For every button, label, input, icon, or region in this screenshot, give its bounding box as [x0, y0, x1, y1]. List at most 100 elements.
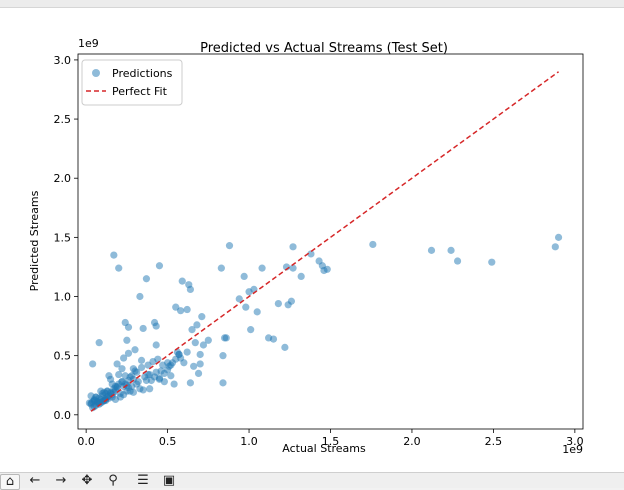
scatter-point: [106, 375, 115, 383]
scatter-point: [204, 336, 212, 344]
scatter-point: [196, 360, 204, 368]
scatter-point: [139, 324, 147, 333]
scatter-point: [113, 360, 121, 368]
scatter-point: [126, 387, 134, 395]
chart-marks: [85, 71, 563, 412]
scatter-point: [87, 392, 95, 400]
scatter-point: [146, 370, 154, 379]
legend-label-predictions: Predictions: [112, 67, 173, 80]
magnifier-icon: ⚲: [108, 473, 118, 488]
scatter-point: [188, 326, 196, 334]
scatter-point: [118, 365, 126, 373]
scatter-point: [447, 246, 455, 254]
scatter-point: [274, 300, 282, 308]
zoom-button[interactable]: ⚲: [104, 474, 122, 488]
scatter-point: [111, 382, 120, 391]
x-tick-label: 1.0: [240, 435, 258, 448]
legend-label-perfect-fit: Perfect Fit: [112, 85, 168, 98]
scatter-point: [146, 385, 154, 393]
x-tick-label: 0.5: [159, 435, 177, 448]
chart-axes: 0.0 0.5 1.0 1.5 2.0 2.5 3.0 0.0 0.5 1.0 1.5 2.0 2.5 3…: [54, 54, 584, 448]
window-top-bar: [0, 0, 624, 8]
arrow-left-icon: ←: [29, 473, 41, 488]
scatter-point: [137, 356, 146, 364]
x-tick-label: 1.5: [322, 435, 340, 448]
scatter-point: [183, 305, 191, 314]
scatter-point: [121, 372, 129, 380]
legend: Predictions Perfect Fit: [81, 59, 183, 106]
scatter-point: [297, 272, 305, 280]
x-tick-label: 0.0: [77, 435, 95, 448]
scatter-point: [264, 334, 273, 342]
scatter-point: [219, 379, 227, 387]
x-axis-label: Actual Streams: [282, 442, 366, 455]
navigation-toolbar: ⌂ ← → ✥ ⚲ ☰ ▣: [0, 472, 624, 490]
perfect-fit-line: [90, 71, 560, 412]
scatter-point: [124, 349, 133, 357]
scatter-point: [315, 257, 323, 265]
scatter-point: [123, 336, 131, 344]
scatter-point: [137, 363, 146, 372]
scatter-point: [554, 233, 563, 241]
scatter-point: [167, 372, 175, 380]
sliders-icon: ☰: [137, 473, 149, 488]
scatter-point: [199, 341, 208, 349]
scatter-point: [253, 308, 261, 316]
figure-canvas: 0.0 0.5 1.0 1.5 2.0 2.5 3.0 0.0 0.5 1.0 1.5 2.0 2.5 3…: [0, 8, 624, 472]
y-axis-label: Predicted Streams: [28, 190, 41, 291]
scatter-point: [150, 318, 159, 327]
configure-subplots-button[interactable]: ☰: [134, 474, 152, 488]
scatter-point: [136, 292, 144, 301]
scatter-point: [235, 295, 243, 303]
scatter-point: [196, 350, 204, 359]
scatter-point: [159, 361, 167, 369]
scatter-point: [95, 339, 103, 347]
scatter-point: [453, 257, 462, 265]
scatter-point: [155, 262, 164, 270]
scatter-point: [186, 379, 195, 387]
forward-button[interactable]: →: [52, 474, 70, 488]
scatter-point: [281, 343, 289, 351]
scatter-point: [89, 360, 97, 368]
scatter-point: [217, 264, 225, 272]
y-tick-label: 1.5: [54, 231, 72, 244]
scatter-point: [144, 361, 152, 369]
scatter-point: [115, 264, 123, 272]
legend-box: [81, 59, 183, 106]
scatter-point: [307, 250, 315, 258]
x-tick-label: 2.0: [403, 435, 421, 448]
scatter-point: [190, 362, 198, 370]
scatter-point: [245, 288, 253, 296]
scatter-point: [289, 243, 297, 251]
y-tick-label: 3.0: [54, 54, 72, 67]
y-tick-label: 0.0: [54, 409, 72, 422]
y-tick-label: 0.5: [54, 350, 72, 363]
pan-button[interactable]: ✥: [78, 474, 96, 488]
scatter-point: [185, 281, 193, 289]
scatter-point: [258, 264, 266, 272]
back-button[interactable]: ←: [26, 474, 44, 488]
scatter-point: [247, 326, 255, 334]
scatter-chart: 0.0 0.5 1.0 1.5 2.0 2.5 3.0 0.0 0.5 1.0 1.5 2.0 2.5 3…: [28, 37, 584, 456]
chart-title: Predicted vs Actual Streams (Test Set): [200, 41, 448, 56]
scatter-point: [488, 258, 496, 266]
scatter-point: [139, 386, 147, 394]
scatter-point: [172, 303, 180, 311]
save-button[interactable]: ▣: [160, 474, 178, 488]
scatter-point: [289, 264, 297, 272]
scatter-point: [170, 380, 178, 388]
scatter-point: [240, 272, 248, 280]
scatter-point: [115, 370, 123, 379]
scatter-point: [183, 348, 191, 356]
scatter-point: [284, 301, 292, 309]
scatter-point: [194, 369, 203, 378]
scatter-point: [121, 318, 129, 327]
scatter-point: [222, 334, 230, 342]
x-tick-label: 3.0: [566, 435, 584, 448]
arrow-right-icon: →: [55, 473, 67, 488]
scatter-point: [369, 240, 377, 249]
home-icon: ⌂: [5, 474, 15, 489]
home-button[interactable]: ⌂: [0, 474, 20, 490]
scatter-point: [219, 352, 227, 360]
y-tick-label: 2.5: [54, 113, 72, 126]
